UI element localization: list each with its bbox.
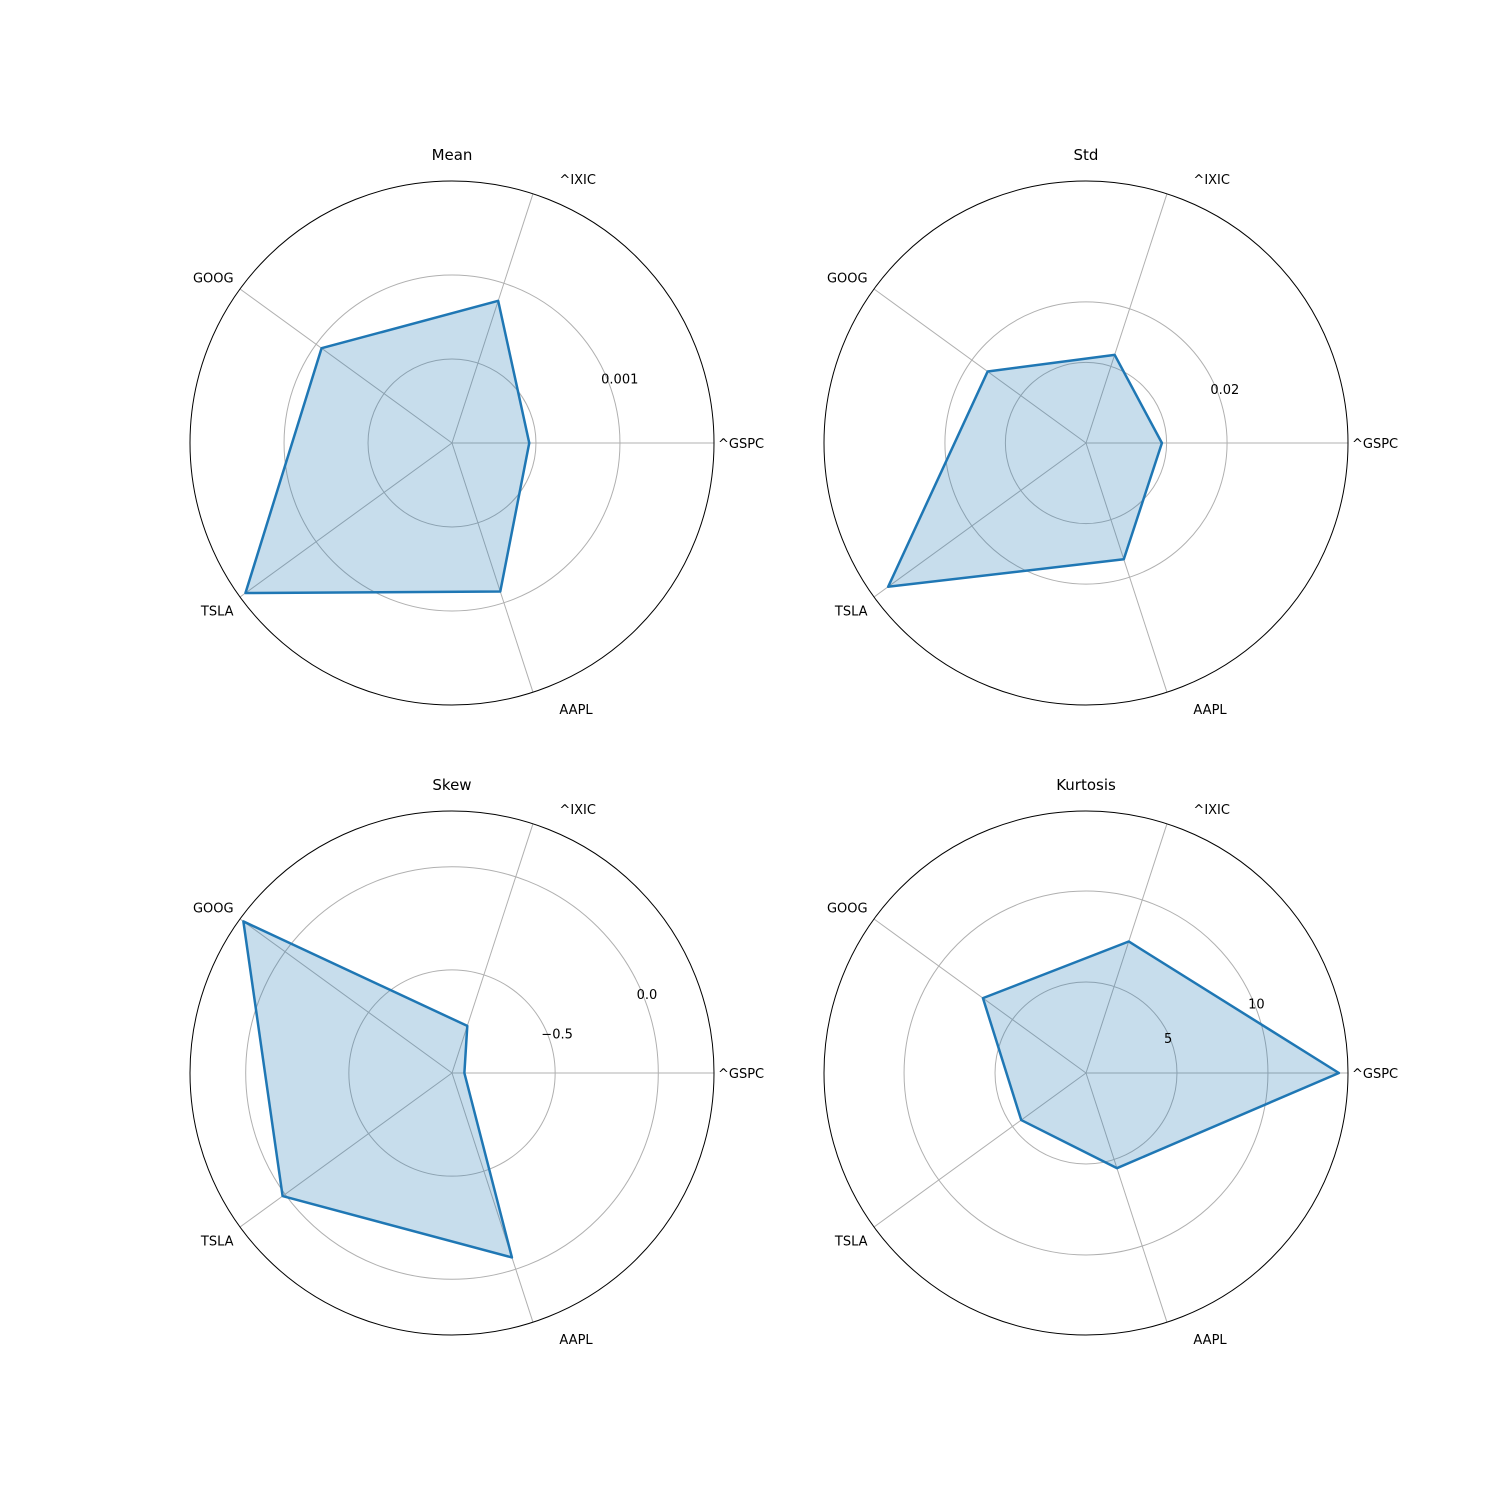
category-label: ^GSPC bbox=[1352, 1067, 1398, 1082]
category-label: ^IXIC bbox=[1193, 803, 1230, 818]
spoke-line bbox=[451, 1072, 534, 1323]
category-label: TSLA bbox=[834, 1235, 868, 1250]
spoke-line bbox=[239, 442, 453, 598]
spoke-line bbox=[1085, 193, 1168, 444]
category-label: GOOG bbox=[193, 271, 234, 286]
series-line bbox=[886, 353, 1164, 588]
spoke-line bbox=[1085, 1072, 1168, 1323]
category-label: TSLA bbox=[200, 1235, 234, 1250]
series-area bbox=[243, 921, 512, 1258]
spoke-line bbox=[873, 1072, 1087, 1228]
category-label: GOOG bbox=[827, 901, 868, 916]
spoke-line bbox=[1085, 823, 1168, 1074]
category-label: ^IXIC bbox=[559, 173, 596, 188]
category-label: ^GSPC bbox=[718, 1067, 764, 1082]
series-line bbox=[981, 940, 1341, 1170]
r-tick-label: 0.001 bbox=[601, 373, 638, 388]
spoke-line bbox=[1085, 442, 1168, 693]
category-label: AAPL bbox=[559, 1333, 593, 1348]
series-area bbox=[888, 354, 1162, 587]
radar-panel-std: ^GSPC ^IXIC GOOG TSLA AAPL 0.02 Std bbox=[823, 146, 1398, 718]
chart-title: Skew bbox=[432, 776, 471, 794]
radar-panel-skew: ^GSPC ^IXIC GOOG TSLA AAPL −0.5 0.0 Skew bbox=[189, 776, 764, 1348]
category-label: TSLA bbox=[200, 605, 234, 620]
series-line bbox=[244, 299, 531, 595]
polar-frame bbox=[823, 180, 1349, 706]
category-label: ^GSPC bbox=[718, 437, 764, 452]
chart-title: Std bbox=[1074, 146, 1099, 164]
category-label: TSLA bbox=[834, 605, 868, 620]
spoke-line bbox=[451, 823, 534, 1074]
spoke-line bbox=[451, 442, 534, 693]
r-tick-label: 10 bbox=[1248, 997, 1265, 1012]
category-label: GOOG bbox=[827, 271, 868, 286]
spoke-line bbox=[239, 918, 453, 1074]
spoke-line bbox=[873, 918, 1087, 1074]
category-label: AAPL bbox=[559, 703, 593, 718]
chart-title: Mean bbox=[432, 146, 473, 164]
category-label: ^IXIC bbox=[559, 803, 596, 818]
polar-frame bbox=[189, 180, 715, 706]
r-tick-label: −0.5 bbox=[541, 1028, 573, 1043]
series-area bbox=[982, 941, 1339, 1169]
category-label: GOOG bbox=[193, 901, 234, 916]
category-label: ^GSPC bbox=[1352, 437, 1398, 452]
spoke-line bbox=[451, 193, 534, 444]
series-line bbox=[242, 920, 514, 1259]
r-tick-label: 0.02 bbox=[1210, 383, 1239, 398]
r-tick-label: 0.0 bbox=[637, 988, 658, 1003]
radar-panel-kurtosis: ^GSPC ^IXIC GOOG TSLA AAPL 5 10 Kurtosis bbox=[823, 776, 1398, 1348]
category-label: ^IXIC bbox=[1193, 173, 1230, 188]
spoke-line bbox=[873, 288, 1087, 444]
spoke-line bbox=[873, 442, 1087, 598]
polar-frame bbox=[189, 810, 715, 1336]
spoke-line bbox=[239, 288, 453, 444]
spoke-line bbox=[239, 1072, 453, 1228]
category-label: AAPL bbox=[1193, 1333, 1227, 1348]
r-tick-label: 5 bbox=[1164, 1032, 1172, 1047]
polar-frame bbox=[823, 810, 1349, 1336]
series-area bbox=[245, 300, 530, 594]
radar-panel-mean: ^GSPC ^IXIC GOOG TSLA AAPL 0.001 Mean bbox=[189, 146, 764, 718]
chart-title: Kurtosis bbox=[1056, 776, 1116, 794]
category-label: AAPL bbox=[1193, 703, 1227, 718]
